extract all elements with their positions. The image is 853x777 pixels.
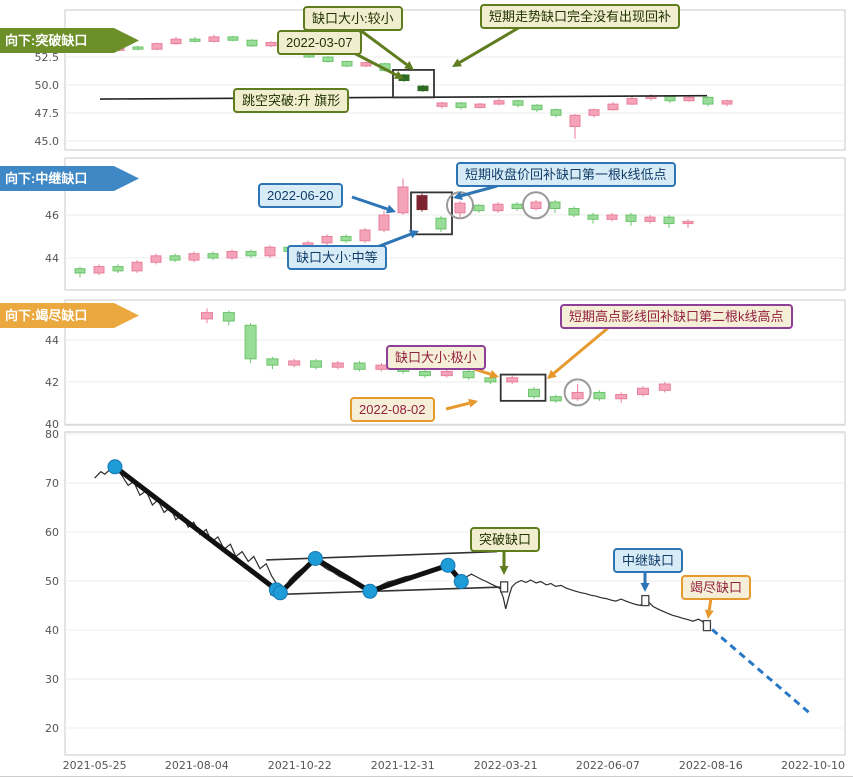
annotation-exhaustion-gap-label: 竭尽缺口: [681, 575, 752, 600]
annotation-date-breakaway: 2022-03-07: [277, 30, 362, 55]
annotation-arrowhead: [499, 566, 509, 575]
svg-text:44: 44: [45, 252, 59, 265]
annotation-arrowhead: [409, 230, 419, 239]
svg-text:30: 30: [45, 673, 59, 686]
annotation-arrow: [461, 184, 498, 198]
gap-box: [392, 69, 435, 99]
svg-text:50.0: 50.0: [35, 79, 60, 92]
svg-text:2021-10-22: 2021-10-22: [268, 759, 332, 772]
annotation-pattern-flag: 跳空突破:升 旗形: [233, 88, 350, 113]
annotation-arrowhead: [393, 70, 404, 79]
svg-text:2022-08-16: 2022-08-16: [679, 759, 743, 772]
svg-text:44: 44: [45, 334, 59, 347]
annotation-arrow: [458, 25, 521, 64]
fill-circle: [563, 378, 592, 407]
svg-text:2021-05-25: 2021-05-25: [63, 759, 127, 772]
annotation-breakaway-gap-label: 突破缺口: [470, 527, 541, 552]
panel-tag-exhaustion-gap: 向下:竭尽缺口: [0, 303, 139, 328]
annotation-arrowhead: [453, 191, 463, 200]
gap-marker: [499, 581, 509, 593]
gap-marker: [641, 594, 650, 607]
annotation-date-continuation: 2022-06-20: [258, 183, 343, 208]
svg-text:40: 40: [45, 418, 59, 431]
annotation-arrowhead: [640, 583, 650, 592]
svg-text:45.0: 45.0: [35, 135, 60, 148]
svg-text:2022-03-21: 2022-03-21: [474, 759, 538, 772]
annotation-arrowhead: [489, 370, 499, 379]
fill-circle: [522, 191, 550, 220]
svg-text:80: 80: [45, 428, 59, 441]
svg-text:2022-06-07: 2022-06-07: [576, 759, 640, 772]
annotation-gap-size-medium: 缺口大小:中等: [287, 245, 387, 270]
svg-text:60: 60: [45, 526, 59, 539]
panel-tag-continuation-gap: 向下:中继缺口: [0, 166, 139, 191]
annotation-note-continuation: 短期收盘价回补缺口第一根k线低点: [456, 162, 676, 187]
svg-text:70: 70: [45, 477, 59, 490]
gap-box: [499, 373, 547, 402]
svg-text:2021-08-04: 2021-08-04: [165, 759, 229, 772]
svg-text:2022-10-10: 2022-10-10: [781, 759, 845, 772]
pivot-dot: [307, 550, 323, 566]
annotation-arrow: [376, 232, 412, 249]
panel-continuation: 46 44: [45, 157, 846, 291]
annotation-gap-size-tiny: 缺口大小:极小: [386, 345, 486, 370]
annotation-note-exhaustion: 短期高点影线回补缺口第二根k线高点: [560, 304, 793, 329]
channel-line: [270, 586, 506, 596]
annotation-arrowhead: [452, 58, 462, 67]
svg-text:50: 50: [45, 575, 59, 588]
channel-line: [266, 550, 498, 561]
annotation-note-breakaway: 短期走势缺口完全没有出现回补: [480, 4, 681, 29]
svg-text:2021-12-31: 2021-12-31: [371, 759, 435, 772]
pivot-dot: [440, 557, 456, 573]
annotation-gap-size-small: 缺口大小:较小: [303, 6, 403, 31]
annotation-arrow: [359, 28, 408, 66]
pivot-dot: [362, 583, 378, 599]
panel-tag-breakaway-gap: 向下:突破缺口: [0, 28, 139, 53]
annotation-arrow: [552, 326, 609, 375]
pivot-dot: [107, 459, 123, 475]
annotation-arrow: [351, 195, 388, 211]
annotation-date-exhaustion: 2022-08-02: [350, 397, 435, 422]
svg-text:42: 42: [45, 376, 59, 389]
gap-box: [410, 191, 453, 236]
svg-text:46: 46: [45, 209, 59, 222]
annotation-arrowhead: [547, 369, 557, 379]
svg-text:52.5: 52.5: [35, 51, 60, 64]
gap-marker: [702, 619, 712, 632]
annotation-arrow: [445, 401, 470, 411]
pivot-dot: [453, 573, 469, 589]
pivot-dot: [272, 585, 288, 601]
annotation-arrowhead: [468, 398, 478, 408]
svg-text:20: 20: [45, 722, 59, 735]
panel-breakaway: 52.5 50.0 47.5 45.0: [35, 9, 846, 151]
annotation-arrowhead: [404, 61, 414, 70]
annotation-arrowhead: [704, 609, 714, 619]
svg-text:40: 40: [45, 624, 59, 637]
annotation-continuation-gap-label: 中继缺口: [613, 548, 684, 573]
svg-text:47.5: 47.5: [35, 107, 60, 120]
annotation-arrow: [351, 50, 397, 77]
annotation-arrowhead: [386, 204, 396, 214]
annotation-arrow: [707, 597, 713, 611]
